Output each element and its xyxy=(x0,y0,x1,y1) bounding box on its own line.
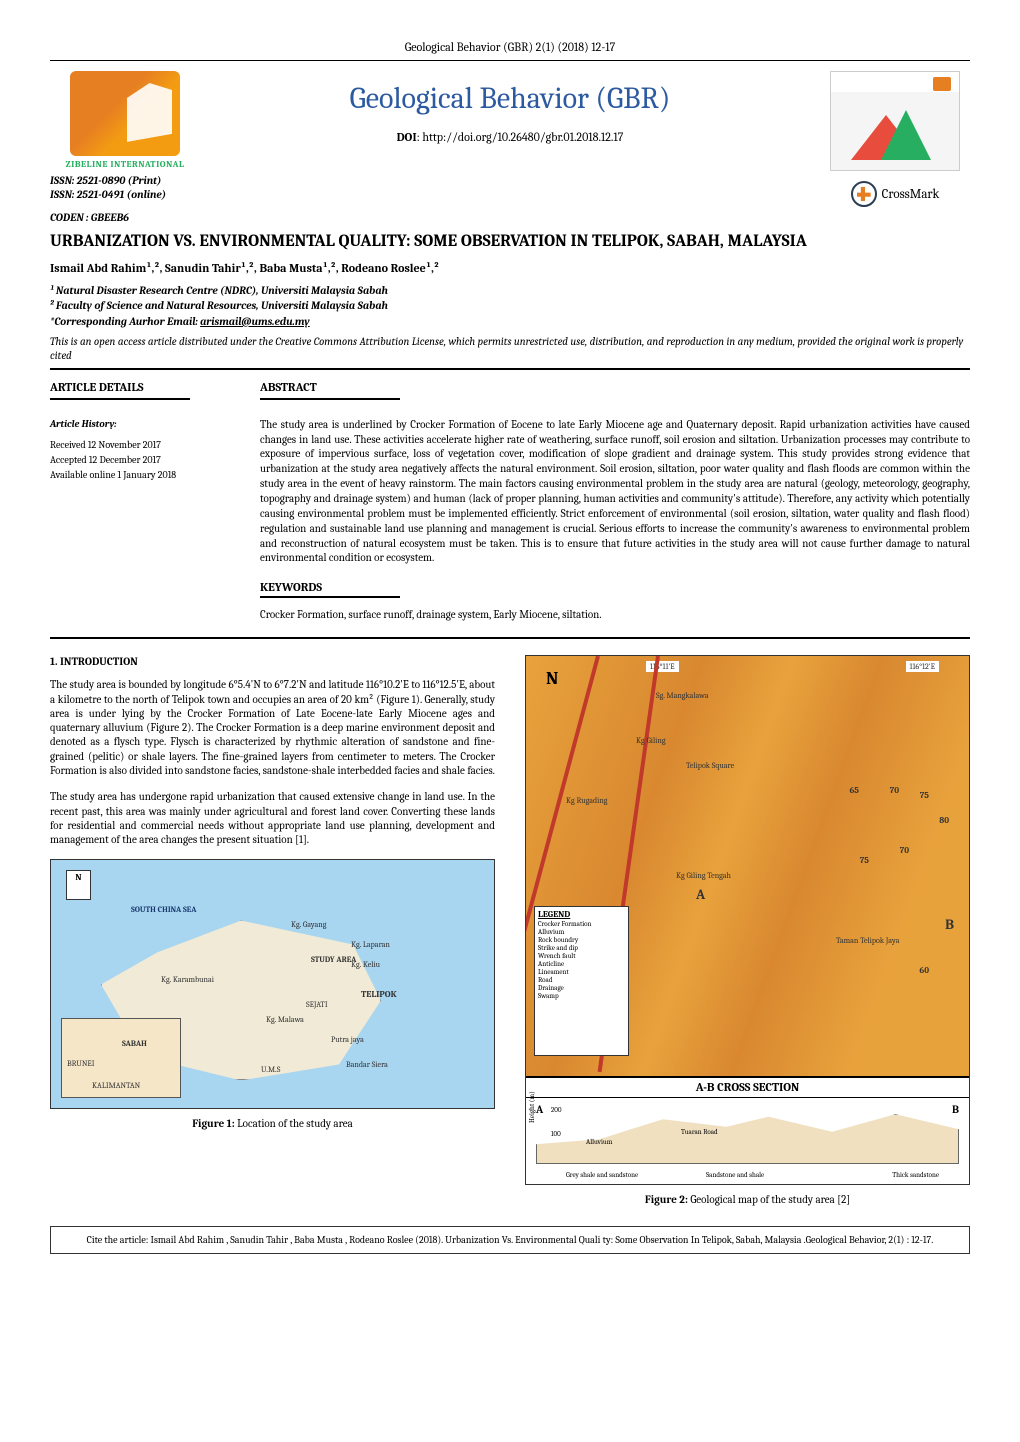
figure2-north: N xyxy=(546,668,558,689)
figure1-label: Kg. Malawa xyxy=(266,1015,304,1024)
issn-print: ISSN: 2521-0890 (Print) xyxy=(50,174,166,188)
top-rule xyxy=(50,60,970,61)
crossmark-label: CrossMark xyxy=(882,187,940,202)
header-block: ZIBELINE INTERNATIONAL ISSN: 2521-0890 (… xyxy=(50,71,970,207)
body-top-rule xyxy=(50,637,970,639)
crossmark-badge[interactable]: CrossMark xyxy=(851,181,940,207)
running-header: Geological Behavior (GBR) 2(1) (2018) 12… xyxy=(50,40,970,54)
abstract-heading: ABSTRACT xyxy=(260,380,970,394)
left-column: 1. INTRODUCTION The study area is bounde… xyxy=(50,655,495,1206)
affiliation-1: ¹ Natural Disaster Research Centre (NDRC… xyxy=(50,283,970,298)
crossmark-icon xyxy=(851,181,877,207)
issn-block: ISSN: 2521-0890 (Print) ISSN: 2521-0491 … xyxy=(50,174,166,203)
license-rule xyxy=(50,368,970,370)
figure-1-caption: Figure 1: Location of the study area xyxy=(50,1117,495,1130)
abstract-rule xyxy=(260,398,400,400)
keywords-heading: KEYWORDS xyxy=(260,580,970,594)
license-note: This is an open access article distribut… xyxy=(50,335,970,364)
corr-email-link[interactable]: arismail@ums.edu.my xyxy=(200,315,310,328)
figure1-label: Kg. Gayang xyxy=(291,920,326,929)
keywords-text: Crocker Formation, surface runoff, drain… xyxy=(260,608,970,621)
figure1-label: TELIPOK xyxy=(361,990,397,1000)
right-column: N 116°11'E 116°12'E Sg. Mangkalawa Kg Gi… xyxy=(525,655,970,1206)
abstract-col: ABSTRACT The study area is underlined by… xyxy=(260,380,970,621)
figure1-inset-map: SABAH BRUNEI KALIMANTAN xyxy=(61,1018,181,1098)
issn-online: ISSN: 2521-0491 (online) xyxy=(50,188,166,202)
figure1-label: Kg. Laparan xyxy=(351,940,390,949)
affiliation-2: ² Faculty of Science and Natural Resourc… xyxy=(50,298,970,313)
intro-para-2: The study area has undergone rapid urban… xyxy=(50,790,495,847)
figure2-cross-section-title: A-B CROSS SECTION xyxy=(526,1076,969,1098)
abstract-text: The study area is underlined by Crocker … xyxy=(260,418,970,566)
journal-cover-thumb xyxy=(830,71,960,171)
intro-para-1: The study area is bounded by longitude 6… xyxy=(50,678,495,778)
figure2-coord: 116°12'E xyxy=(906,661,939,672)
doi-label: DOI xyxy=(397,130,417,144)
history-dates: Received 12 November 2017 Accepted 12 De… xyxy=(50,438,220,483)
figure-2-geological-map: N 116°11'E 116°12'E Sg. Mangkalawa Kg Gi… xyxy=(525,655,970,1185)
crossmark-col: CrossMark xyxy=(820,71,970,207)
coden: CODEN : GBEEB6 xyxy=(50,211,970,224)
journal-title: Geological Behavior (GBR) xyxy=(220,81,800,116)
history-label: Article History: xyxy=(50,418,220,430)
doi-value: : http://doi.org/10.26480/gbr.01.2018.12… xyxy=(417,130,624,144)
figure-1-map: N SOUTH CHINA SEA Kg. Gayang Kg. Laparan… xyxy=(50,859,495,1109)
publisher-logo xyxy=(70,71,180,156)
figure2-cross-section: A B 200 100 0 Height (m) Alluvium Grey s… xyxy=(526,1098,969,1184)
body-columns: 1. INTRODUCTION The study area is bounde… xyxy=(50,655,970,1206)
figure1-label: Putra jaya xyxy=(331,1035,364,1044)
doi-line: DOI: http://doi.org/10.26480/gbr.01.2018… xyxy=(220,130,800,144)
figure1-label: SEJATI xyxy=(306,1000,328,1009)
article-details-col: ARTICLE DETAILS Article History: Receive… xyxy=(50,380,220,621)
article-details-heading: ARTICLE DETAILS xyxy=(50,380,220,394)
journal-title-col: Geological Behavior (GBR) DOI: http://do… xyxy=(220,71,800,144)
figure2-legend: LEGEND Crocker Formation Alluvium Rock b… xyxy=(534,906,629,1056)
affiliations: ¹ Natural Disaster Research Centre (NDRC… xyxy=(50,283,970,329)
figure1-label: Kg. Karambunai xyxy=(161,975,214,984)
figure1-label: U.M.S xyxy=(261,1065,280,1074)
history-received: Received 12 November 2017 xyxy=(50,438,220,453)
intro-heading: 1. INTRODUCTION xyxy=(50,655,495,668)
details-rule xyxy=(50,398,190,400)
figure-2-caption: Figure 2: Geological map of the study ar… xyxy=(525,1193,970,1206)
corresponding-author: *Corresponding Aurhor Email: arismail@um… xyxy=(50,314,970,329)
figure2-coord: 116°11'E xyxy=(646,661,679,672)
figure1-sea-label: SOUTH CHINA SEA xyxy=(131,905,196,914)
citation-box: Cite the article: Ismail Abd Rahim , San… xyxy=(50,1226,970,1254)
authors: Ismail Abd Rahim¹,², Sanudin Tahir¹,², B… xyxy=(50,261,970,275)
details-abstract-row: ARTICLE DETAILS Article History: Receive… xyxy=(50,380,970,621)
keywords-rule xyxy=(260,596,400,598)
figure1-label: STUDY AREA xyxy=(311,955,356,964)
publisher-name: ZIBELINE INTERNATIONAL xyxy=(66,160,185,170)
history-accepted: Accepted 12 December 2017 xyxy=(50,453,220,468)
figure1-label: Bandar Siera xyxy=(346,1060,388,1069)
figure1-north-arrow: N xyxy=(66,870,91,900)
history-online: Available online 1 January 2018 xyxy=(50,468,220,483)
article-title: URBANIZATION VS. ENVIRONMENTAL QUALITY: … xyxy=(50,232,970,251)
publisher-logo-col: ZIBELINE INTERNATIONAL ISSN: 2521-0890 (… xyxy=(50,71,200,203)
